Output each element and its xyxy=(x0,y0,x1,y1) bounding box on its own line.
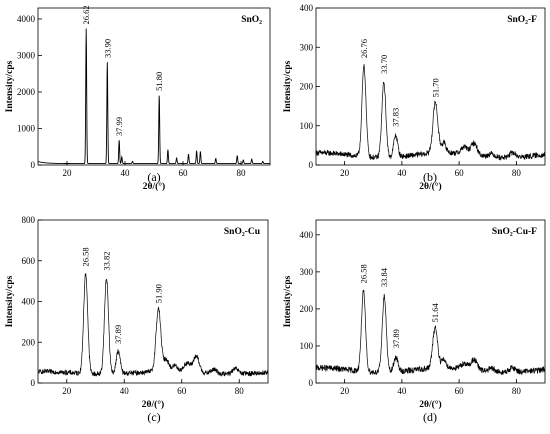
x-tick-label: 40 xyxy=(120,386,130,396)
x-tick-label: 20 xyxy=(340,386,350,396)
panel-caption: (d) xyxy=(423,410,437,424)
y-axis-title: Intensity/cps xyxy=(5,275,15,327)
y-tick-label: 200 xyxy=(22,337,36,347)
y-tick-label: 800 xyxy=(22,215,36,225)
panel-caption: (b) xyxy=(423,170,437,184)
y-tick-label: 3000 xyxy=(17,50,36,60)
x-axis: 20 40 60 80 xyxy=(340,161,521,178)
x-tick-label: 40 xyxy=(397,386,407,396)
x-tick-label: 20 xyxy=(62,386,72,396)
y-axis: 0 100 200 300 400 xyxy=(300,230,320,388)
x-axis-title: 2θ/(°) xyxy=(142,399,164,410)
peak-label: 26.76 xyxy=(359,39,369,58)
peak-label: 33.82 xyxy=(101,251,111,270)
peak-label: 26.58 xyxy=(358,264,368,283)
xrd-pattern-line xyxy=(37,273,269,377)
peak-label: 33.84 xyxy=(379,267,389,287)
y-tick-label: 4000 xyxy=(17,14,36,24)
y-tick-label: 0 xyxy=(31,378,36,388)
x-tick-label: 20 xyxy=(63,168,73,178)
y-axis-title: Intensity/cps xyxy=(5,60,15,112)
sample-label: SnO₂ xyxy=(241,15,262,25)
x-tick-label: 60 xyxy=(455,386,465,396)
x-tick-label: 80 xyxy=(237,168,247,178)
panel-c: 20 40 60 8002004006008002θ/(°)Intensity/cps… xyxy=(5,215,269,410)
y-tick-label: 0 xyxy=(309,378,314,388)
y-tick-label: 400 xyxy=(300,3,314,13)
peak-label: 37.89 xyxy=(113,325,123,344)
peak-label: 51.64 xyxy=(430,302,440,322)
x-tick-label: 20 xyxy=(340,168,350,178)
plot-frame xyxy=(315,219,546,384)
y-tick-label: 200 xyxy=(300,304,314,314)
x-tick-label: 40 xyxy=(397,168,407,178)
y-axis-title: Intensity/cps xyxy=(283,60,293,112)
y-tick-label: 0 xyxy=(31,160,36,170)
x-axis-title: 2θ/(°) xyxy=(419,399,441,410)
peak-label: 33.70 xyxy=(379,55,389,74)
y-tick-label: 100 xyxy=(300,121,314,131)
y-tick-label: 300 xyxy=(300,267,314,277)
y-tick-label: 400 xyxy=(22,297,36,307)
peak-label: 37.99 xyxy=(114,117,124,136)
x-axis: 20 40 60 80 xyxy=(340,379,521,396)
x-axis: 20 40 60 80 xyxy=(62,379,244,396)
xrd-pattern-line xyxy=(37,28,270,164)
peak-label: 33.90 xyxy=(102,39,112,58)
panel-d: 20 40 60 80 0 100 200 300 400 2θ/(°) Intensity/cps… xyxy=(283,219,546,410)
panel-a: 20 40 60 80 0 1000 2000 3000 4000 2θ/(°) Intensity… xyxy=(5,5,271,192)
y-tick-label: 1000 xyxy=(17,123,36,133)
y-axis: 0 100 200 300 400 xyxy=(300,3,320,170)
x-tick-label: 60 xyxy=(455,168,465,178)
x-tick-label: 80 xyxy=(512,386,522,396)
peak-label: 37.83 xyxy=(391,108,401,127)
peak-label: 51.70 xyxy=(430,78,440,97)
x-tick-label: 60 xyxy=(179,168,189,178)
x-axis-title: 2θ/(°) xyxy=(143,181,165,192)
x-tick-label: 80 xyxy=(512,168,522,178)
y-tick-label: 100 xyxy=(300,341,314,351)
y-axis-title: Intensity/cps xyxy=(283,275,293,327)
panel-b: 20 40 60 80 0 100 200 300 400 2θ/(°) Intensity/cps… xyxy=(283,3,546,192)
y-tick-label: 200 xyxy=(300,82,314,92)
y-tick-label: 2000 xyxy=(17,87,36,97)
xrd-pattern-line xyxy=(315,289,546,376)
peak-label: 51.80 xyxy=(154,72,164,91)
x-axis-title: 2θ/(°) xyxy=(419,181,441,192)
sample-label: SnO₂-Cu-F xyxy=(492,227,537,237)
x-axis: 20 40 60 80 xyxy=(63,161,247,178)
y-axis: 0 1000 2000 3000 4000 xyxy=(17,14,42,170)
x-tick-label: 40 xyxy=(121,168,131,178)
x-tick-label: 80 xyxy=(235,386,245,396)
peak-label: 26.62 xyxy=(81,5,91,24)
peak-label: 26.58 xyxy=(81,247,91,266)
y-tick-label: 300 xyxy=(300,42,314,52)
xrd-pattern-line xyxy=(315,64,546,162)
sample-label: SnO₂-F xyxy=(507,15,537,25)
sample-label: SnO₂-Cu xyxy=(224,227,261,237)
plot-frame xyxy=(37,7,271,166)
panel-caption: (a) xyxy=(147,170,160,184)
y-axis: 0 200 400 600 800 xyxy=(22,215,42,388)
peak-label: 37.89 xyxy=(391,329,401,348)
panel-caption: (c) xyxy=(147,410,160,424)
y-tick-label: 600 xyxy=(22,256,36,266)
x-tick-label: 60 xyxy=(177,386,187,396)
peak-label: 51.90 xyxy=(153,284,163,303)
y-tick-label: 400 xyxy=(300,230,314,240)
y-tick-label: 0 xyxy=(309,160,314,170)
